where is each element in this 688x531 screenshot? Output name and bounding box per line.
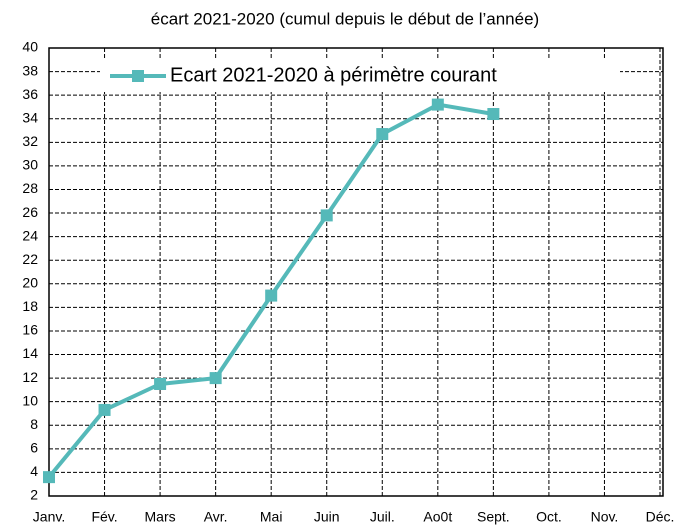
- y-tick-label: 20: [22, 274, 38, 290]
- y-tick-label: 8: [30, 416, 38, 432]
- y-tick-label: 24: [22, 227, 38, 243]
- y-tick-label: 32: [22, 133, 38, 149]
- y-tick-label: 18: [22, 298, 38, 314]
- point-marker: [265, 289, 278, 302]
- y-tick-label: 40: [22, 39, 38, 55]
- y-tick-label: 16: [22, 322, 38, 338]
- y-tick-label: 30: [22, 157, 38, 173]
- point-marker: [43, 471, 55, 484]
- x-tick-label: Oct.: [536, 509, 562, 525]
- x-tick-label: Fév.: [91, 509, 117, 525]
- point-marker: [209, 372, 222, 385]
- y-tick-label: 28: [22, 180, 38, 196]
- y-tick-label: 34: [22, 109, 38, 125]
- x-tick-label: Juin: [314, 509, 340, 525]
- legend-box: [100, 60, 620, 92]
- legend-label: Ecart 2021-2020 à périmètre courant: [170, 64, 497, 86]
- y-tick-label: 4: [30, 463, 38, 479]
- plot-border: [48, 47, 664, 497]
- point-marker: [98, 403, 111, 416]
- y-tick-label: 12: [22, 369, 38, 385]
- y-tick-label: 2: [30, 487, 38, 503]
- y-tick-label: 10: [22, 392, 38, 408]
- x-tick-label: Juil.: [370, 509, 395, 525]
- legend-marker: [132, 70, 144, 82]
- point-marker: [376, 128, 389, 141]
- point-marker: [431, 98, 444, 111]
- point-marker: [320, 209, 333, 222]
- chart-title: écart 2021-2020 (cumul depuis le début d…: [151, 9, 539, 28]
- point-marker: [487, 108, 500, 121]
- y-tick-label: 26: [22, 204, 38, 220]
- x-tick-label: Sept.: [477, 509, 510, 525]
- y-tick-label: 36: [22, 86, 38, 102]
- x-tick-label: Nov.: [591, 509, 619, 525]
- y-tick-label: 22: [22, 251, 38, 267]
- x-tick-label: Mai: [260, 509, 283, 525]
- y-tick-label: 14: [22, 345, 38, 361]
- x-tick-label: Janv.: [33, 509, 65, 525]
- y-tick-label: 6: [30, 440, 38, 456]
- x-tick-label: Ao0t: [423, 509, 452, 525]
- y-tick-label: 38: [22, 62, 38, 78]
- x-tick-label: Avr.: [204, 509, 228, 525]
- x-tick-label: Mars: [145, 509, 176, 525]
- point-marker: [154, 378, 167, 390]
- x-tick-label: Déc.: [646, 509, 675, 525]
